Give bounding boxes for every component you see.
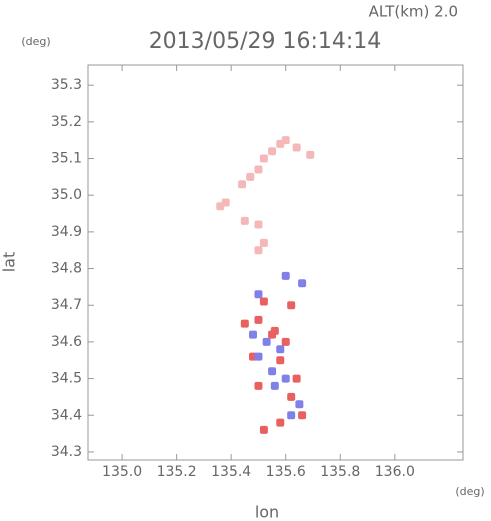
y-tick-label: 34.4 <box>51 407 82 423</box>
y-tick-label: 34.8 <box>51 261 82 277</box>
x-tick-label: 135.4 <box>211 464 251 480</box>
point <box>254 352 263 361</box>
point <box>259 238 268 247</box>
point <box>262 337 271 346</box>
point <box>254 290 263 299</box>
y-tick-label: 35.2 <box>51 114 82 130</box>
point <box>268 147 277 156</box>
y-tick-label: 34.7 <box>51 297 82 313</box>
y-tick-label: 35.1 <box>51 151 82 167</box>
point <box>298 279 307 288</box>
point <box>292 374 301 383</box>
point <box>281 337 290 346</box>
y-tick-label: 34.6 <box>51 334 82 350</box>
point <box>298 411 307 420</box>
point <box>259 297 268 306</box>
point <box>276 345 285 354</box>
point <box>259 154 268 163</box>
point <box>268 330 277 339</box>
point <box>281 271 290 280</box>
y-tick-label: 34.5 <box>51 371 82 387</box>
point <box>287 392 296 401</box>
chart-title: 2013/05/29 16:14:14 <box>149 29 382 54</box>
point <box>281 374 290 383</box>
plot-frame <box>87 64 464 461</box>
point <box>287 411 296 420</box>
x-tick-label: 135.8 <box>320 464 360 480</box>
point <box>216 202 225 211</box>
point <box>254 381 263 390</box>
y-unit: (deg) <box>21 35 50 48</box>
x-unit: (deg) <box>455 485 484 498</box>
point <box>254 315 263 324</box>
y-axis-label: lat <box>0 252 19 273</box>
point <box>270 381 279 390</box>
y-tick-label: 35.3 <box>51 77 82 93</box>
point <box>254 246 263 255</box>
point <box>292 143 301 152</box>
x-tick-label: 136.0 <box>375 464 415 480</box>
x-tick-label: 135.0 <box>102 464 142 480</box>
point <box>240 216 249 225</box>
point <box>276 418 285 427</box>
x-tick-label: 135.2 <box>157 464 197 480</box>
point <box>259 425 268 434</box>
point <box>268 367 277 376</box>
point <box>281 136 290 145</box>
y-tick-label: 34.9 <box>51 224 82 240</box>
point <box>246 172 255 181</box>
point <box>287 301 296 310</box>
point <box>254 220 263 229</box>
point <box>306 150 315 159</box>
chart-subtitle: ALT(km) 2.0 <box>369 3 458 21</box>
point <box>295 400 304 409</box>
point <box>276 356 285 365</box>
y-tick-label: 34.3 <box>51 444 82 460</box>
point <box>249 330 257 339</box>
y-tick-label: 35.0 <box>51 187 82 203</box>
x-tick-label: 135.6 <box>266 464 306 480</box>
x-axis-label: lon <box>255 503 279 521</box>
point <box>254 165 263 174</box>
point <box>240 319 249 328</box>
point <box>238 180 247 189</box>
